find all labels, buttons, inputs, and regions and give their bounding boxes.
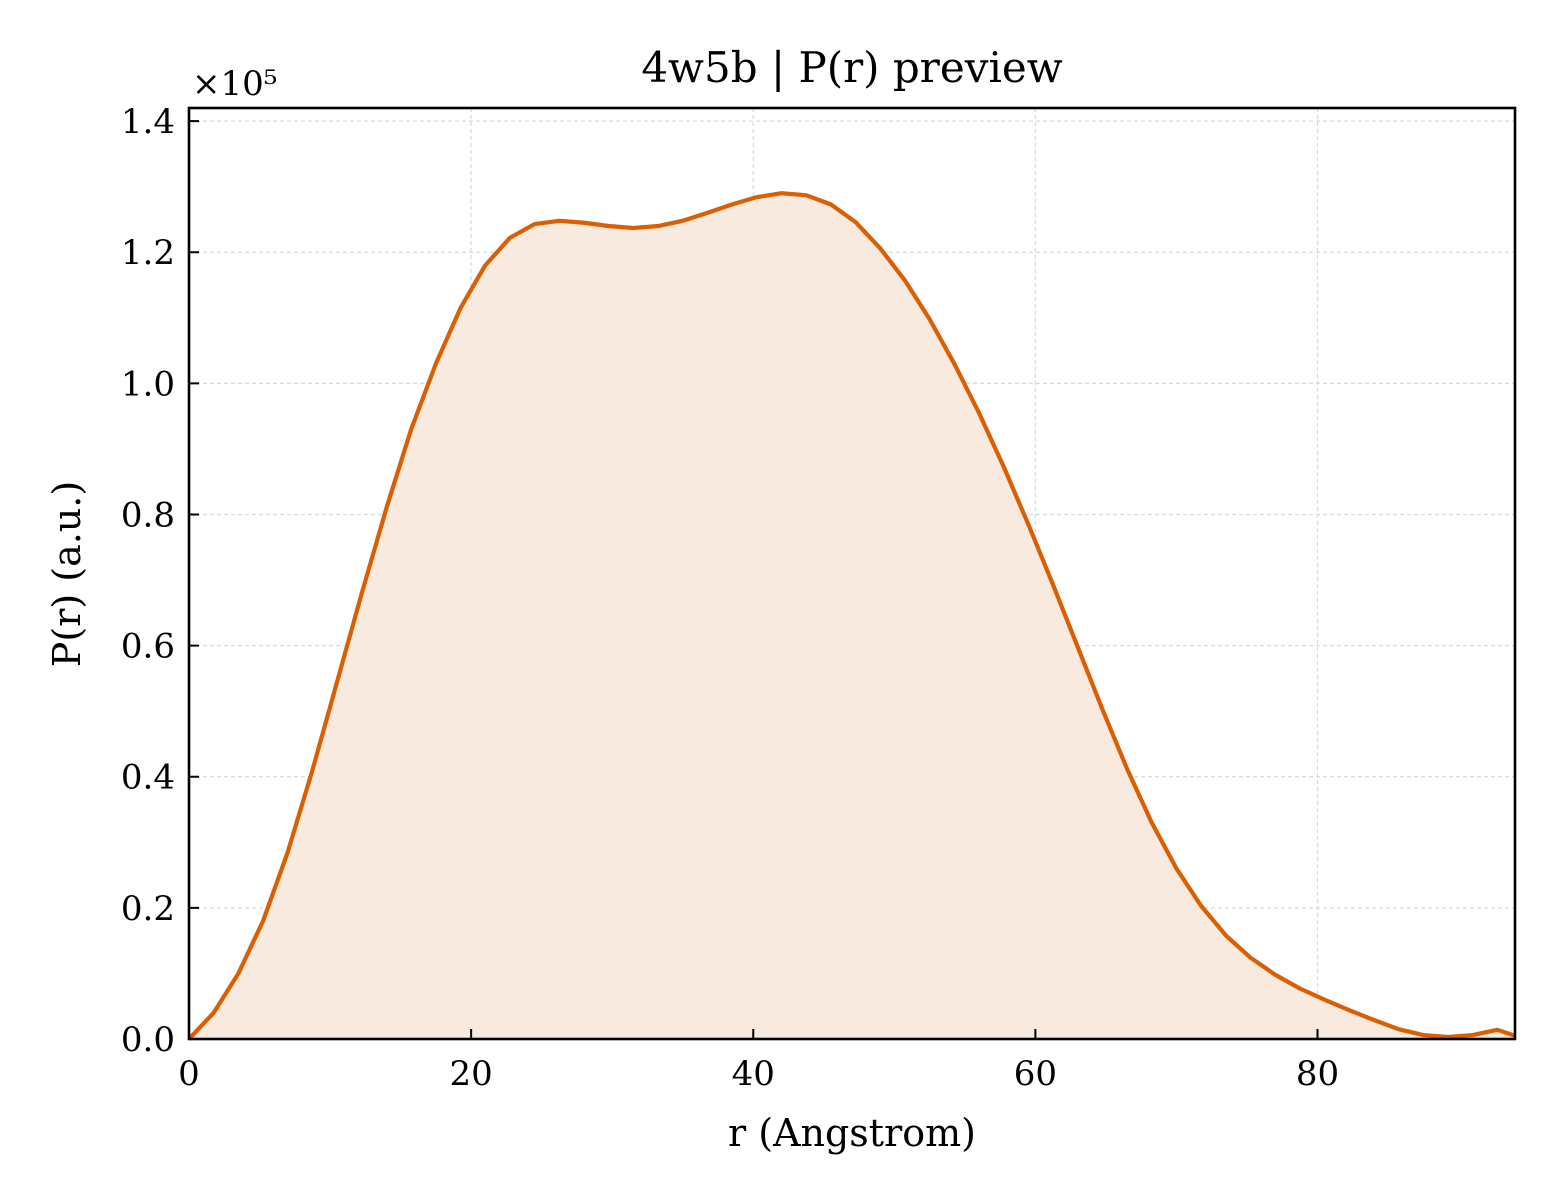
- y-tick-label: 0.8: [121, 495, 175, 535]
- y-axis-label: P(r) (a.u.): [45, 481, 89, 667]
- chart-title: 4w5b | P(r) preview: [641, 43, 1062, 92]
- y-tick-label: 0.2: [121, 889, 175, 929]
- x-tick-label: 60: [1014, 1054, 1057, 1094]
- x-tick-label: 40: [732, 1054, 775, 1094]
- x-axis-label: r (Angstrom): [728, 1111, 976, 1155]
- series-line: [187, 191, 1516, 1041]
- y-multiplier-label: ×10⁵: [192, 64, 277, 104]
- area-fill: [189, 193, 1515, 1040]
- x-tick-label: 0: [178, 1054, 200, 1094]
- y-tick-label: 0.6: [121, 627, 175, 667]
- y-tick-label: 1.0: [121, 364, 175, 404]
- y-tick-label: 1.4: [121, 102, 175, 142]
- y-tick-label: 1.2: [121, 233, 175, 273]
- x-tick-label: 80: [1296, 1054, 1339, 1094]
- x-tick-label: 20: [449, 1054, 492, 1094]
- y-tick-label: 0.4: [121, 758, 175, 798]
- ticks: 0 20 40 60 80 0.0 0.2 0.4 0.6 0.8 1.0 1.2 1.4: [121, 102, 1339, 1094]
- y-tick-label: 0.0: [121, 1020, 175, 1060]
- plot-frame: [187, 106, 1517, 1041]
